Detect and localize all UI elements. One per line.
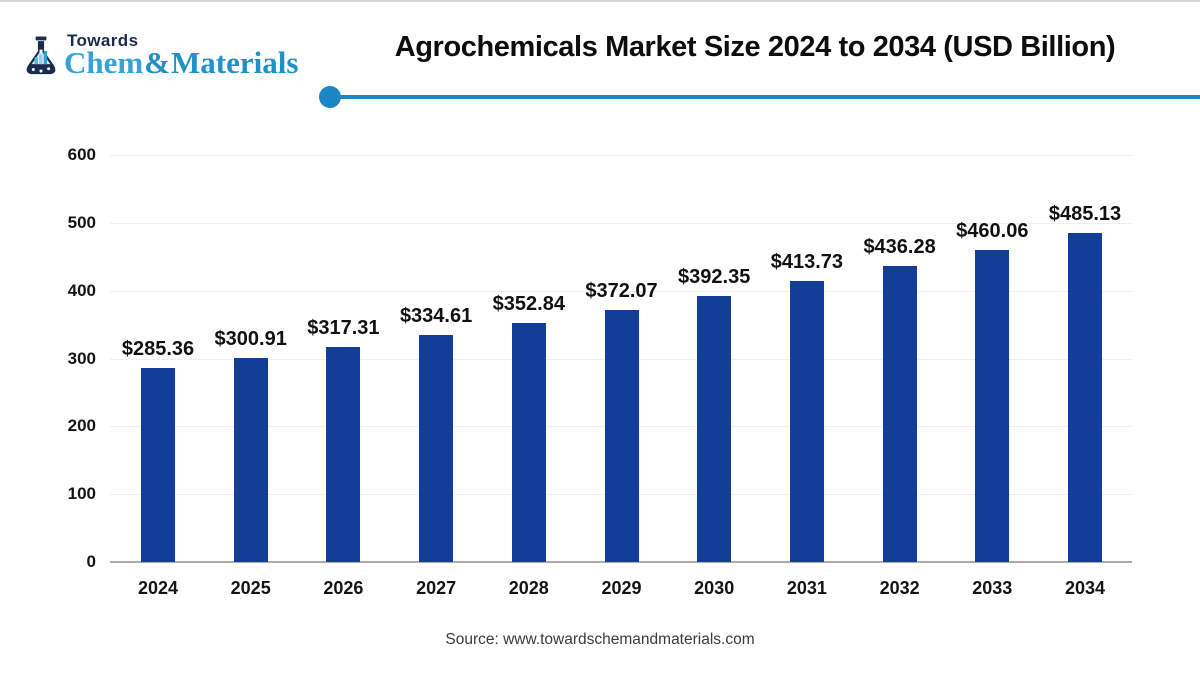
bar-value-2026: $317.31: [307, 316, 380, 339]
y-axis-label-200: 200: [67, 416, 96, 436]
bar-value-2024: $285.36: [121, 338, 195, 361]
x-axis-label-2026: 2026: [323, 578, 364, 598]
bar-2028: [511, 322, 546, 562]
bar-2027: [419, 335, 454, 562]
x-axis-label-2028: 2028: [508, 578, 549, 598]
bar-value-2034: $485.13: [1048, 202, 1122, 225]
bar-2025: [233, 357, 268, 562]
top-border-line: [0, 0, 1200, 2]
y-axis-label-500: 500: [67, 212, 96, 232]
divider-line: [330, 95, 1200, 99]
bar-value-2025: $300.91: [214, 327, 287, 350]
bar-2034: [1068, 232, 1102, 562]
x-axis-label-2030: 2030: [694, 578, 735, 598]
bar-value-2030: $392.35: [678, 265, 751, 288]
x-axis-label-2034: 2034: [1064, 578, 1106, 598]
gridline-500: [110, 222, 1132, 224]
x-axis-label-2027: 2027: [416, 578, 457, 598]
bar-2024: [141, 368, 175, 562]
y-axis-label-100: 100: [67, 484, 96, 504]
logo-text-brand: Chem&Materials: [64, 46, 298, 80]
flask-chart-icon: [26, 36, 56, 75]
chart-title: Agrochemicals Market Size 2024 to 2034 (…: [394, 31, 1116, 63]
x-axis-label-2032: 2032: [879, 578, 920, 598]
bar-2031: [789, 281, 824, 562]
bar-2032: [882, 266, 917, 562]
brand-logo: Towards Chem&Materials: [18, 30, 318, 86]
logo-text-towards: Towards: [67, 31, 139, 50]
x-axis-label-2029: 2029: [601, 578, 642, 598]
source-text: Source: www.towardschemandmaterials.com: [445, 631, 755, 648]
bar-value-2033: $460.06: [956, 219, 1029, 242]
bar-value-2029: $372.07: [585, 279, 658, 302]
bar-2030: [697, 295, 732, 562]
bar-2033: [975, 249, 1010, 562]
bar-value-2028: $352.84: [492, 292, 565, 315]
y-axis-label-600: 600: [67, 145, 96, 164]
bar-value-2027: $334.61: [399, 305, 473, 327]
logo-text-ampersand: &: [144, 45, 171, 80]
y-axis-label-400: 400: [67, 280, 96, 300]
y-axis-label-0: 0: [86, 552, 96, 571]
bar-2029: [604, 309, 639, 562]
logo-text-materials: Materials: [171, 45, 299, 80]
x-axis-label-2024: 2024: [137, 578, 179, 598]
bar-2026: [326, 346, 361, 562]
gridline-600: [110, 155, 1132, 156]
y-axis-label-300: 300: [67, 348, 96, 368]
x-axis-label-2025: 2025: [230, 578, 271, 598]
x-axis-label-2031: 2031: [786, 578, 827, 598]
bar-value-2032: $436.28: [863, 236, 936, 259]
bar-value-2031: $413.73: [770, 251, 844, 274]
x-axis-label-2033: 2033: [972, 578, 1013, 598]
gridline-400: [110, 290, 1132, 292]
logo-text-chem: Chem: [64, 45, 144, 80]
x-axis-line: [110, 561, 1132, 563]
